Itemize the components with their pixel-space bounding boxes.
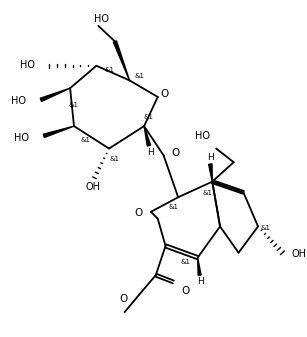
Text: HO: HO — [195, 131, 210, 141]
Text: &1: &1 — [68, 102, 78, 108]
Polygon shape — [198, 257, 201, 275]
Text: &1: &1 — [104, 67, 114, 73]
Text: &1: &1 — [202, 190, 212, 196]
Polygon shape — [209, 164, 212, 182]
Text: H: H — [148, 148, 154, 157]
Text: &1: &1 — [81, 137, 91, 143]
Text: OH: OH — [291, 249, 306, 259]
Text: O: O — [134, 208, 142, 218]
Polygon shape — [113, 41, 130, 81]
Text: HO: HO — [11, 96, 26, 106]
Text: O: O — [171, 148, 179, 158]
Text: &1: &1 — [180, 259, 190, 266]
Text: H: H — [207, 153, 214, 162]
Text: OH: OH — [85, 182, 100, 191]
Text: O: O — [161, 89, 169, 99]
Text: O: O — [181, 286, 189, 296]
Polygon shape — [144, 126, 151, 146]
Text: HO: HO — [20, 60, 35, 70]
Text: &1: &1 — [144, 114, 154, 120]
Polygon shape — [43, 126, 74, 137]
Text: &1: &1 — [261, 225, 271, 232]
Text: HO: HO — [14, 133, 29, 143]
Text: &1: &1 — [168, 204, 178, 210]
Polygon shape — [40, 88, 70, 101]
Text: HO: HO — [94, 14, 109, 24]
Text: &1: &1 — [110, 156, 120, 162]
Text: &1: &1 — [134, 72, 144, 79]
Text: O: O — [119, 295, 127, 304]
Text: H: H — [197, 277, 204, 286]
